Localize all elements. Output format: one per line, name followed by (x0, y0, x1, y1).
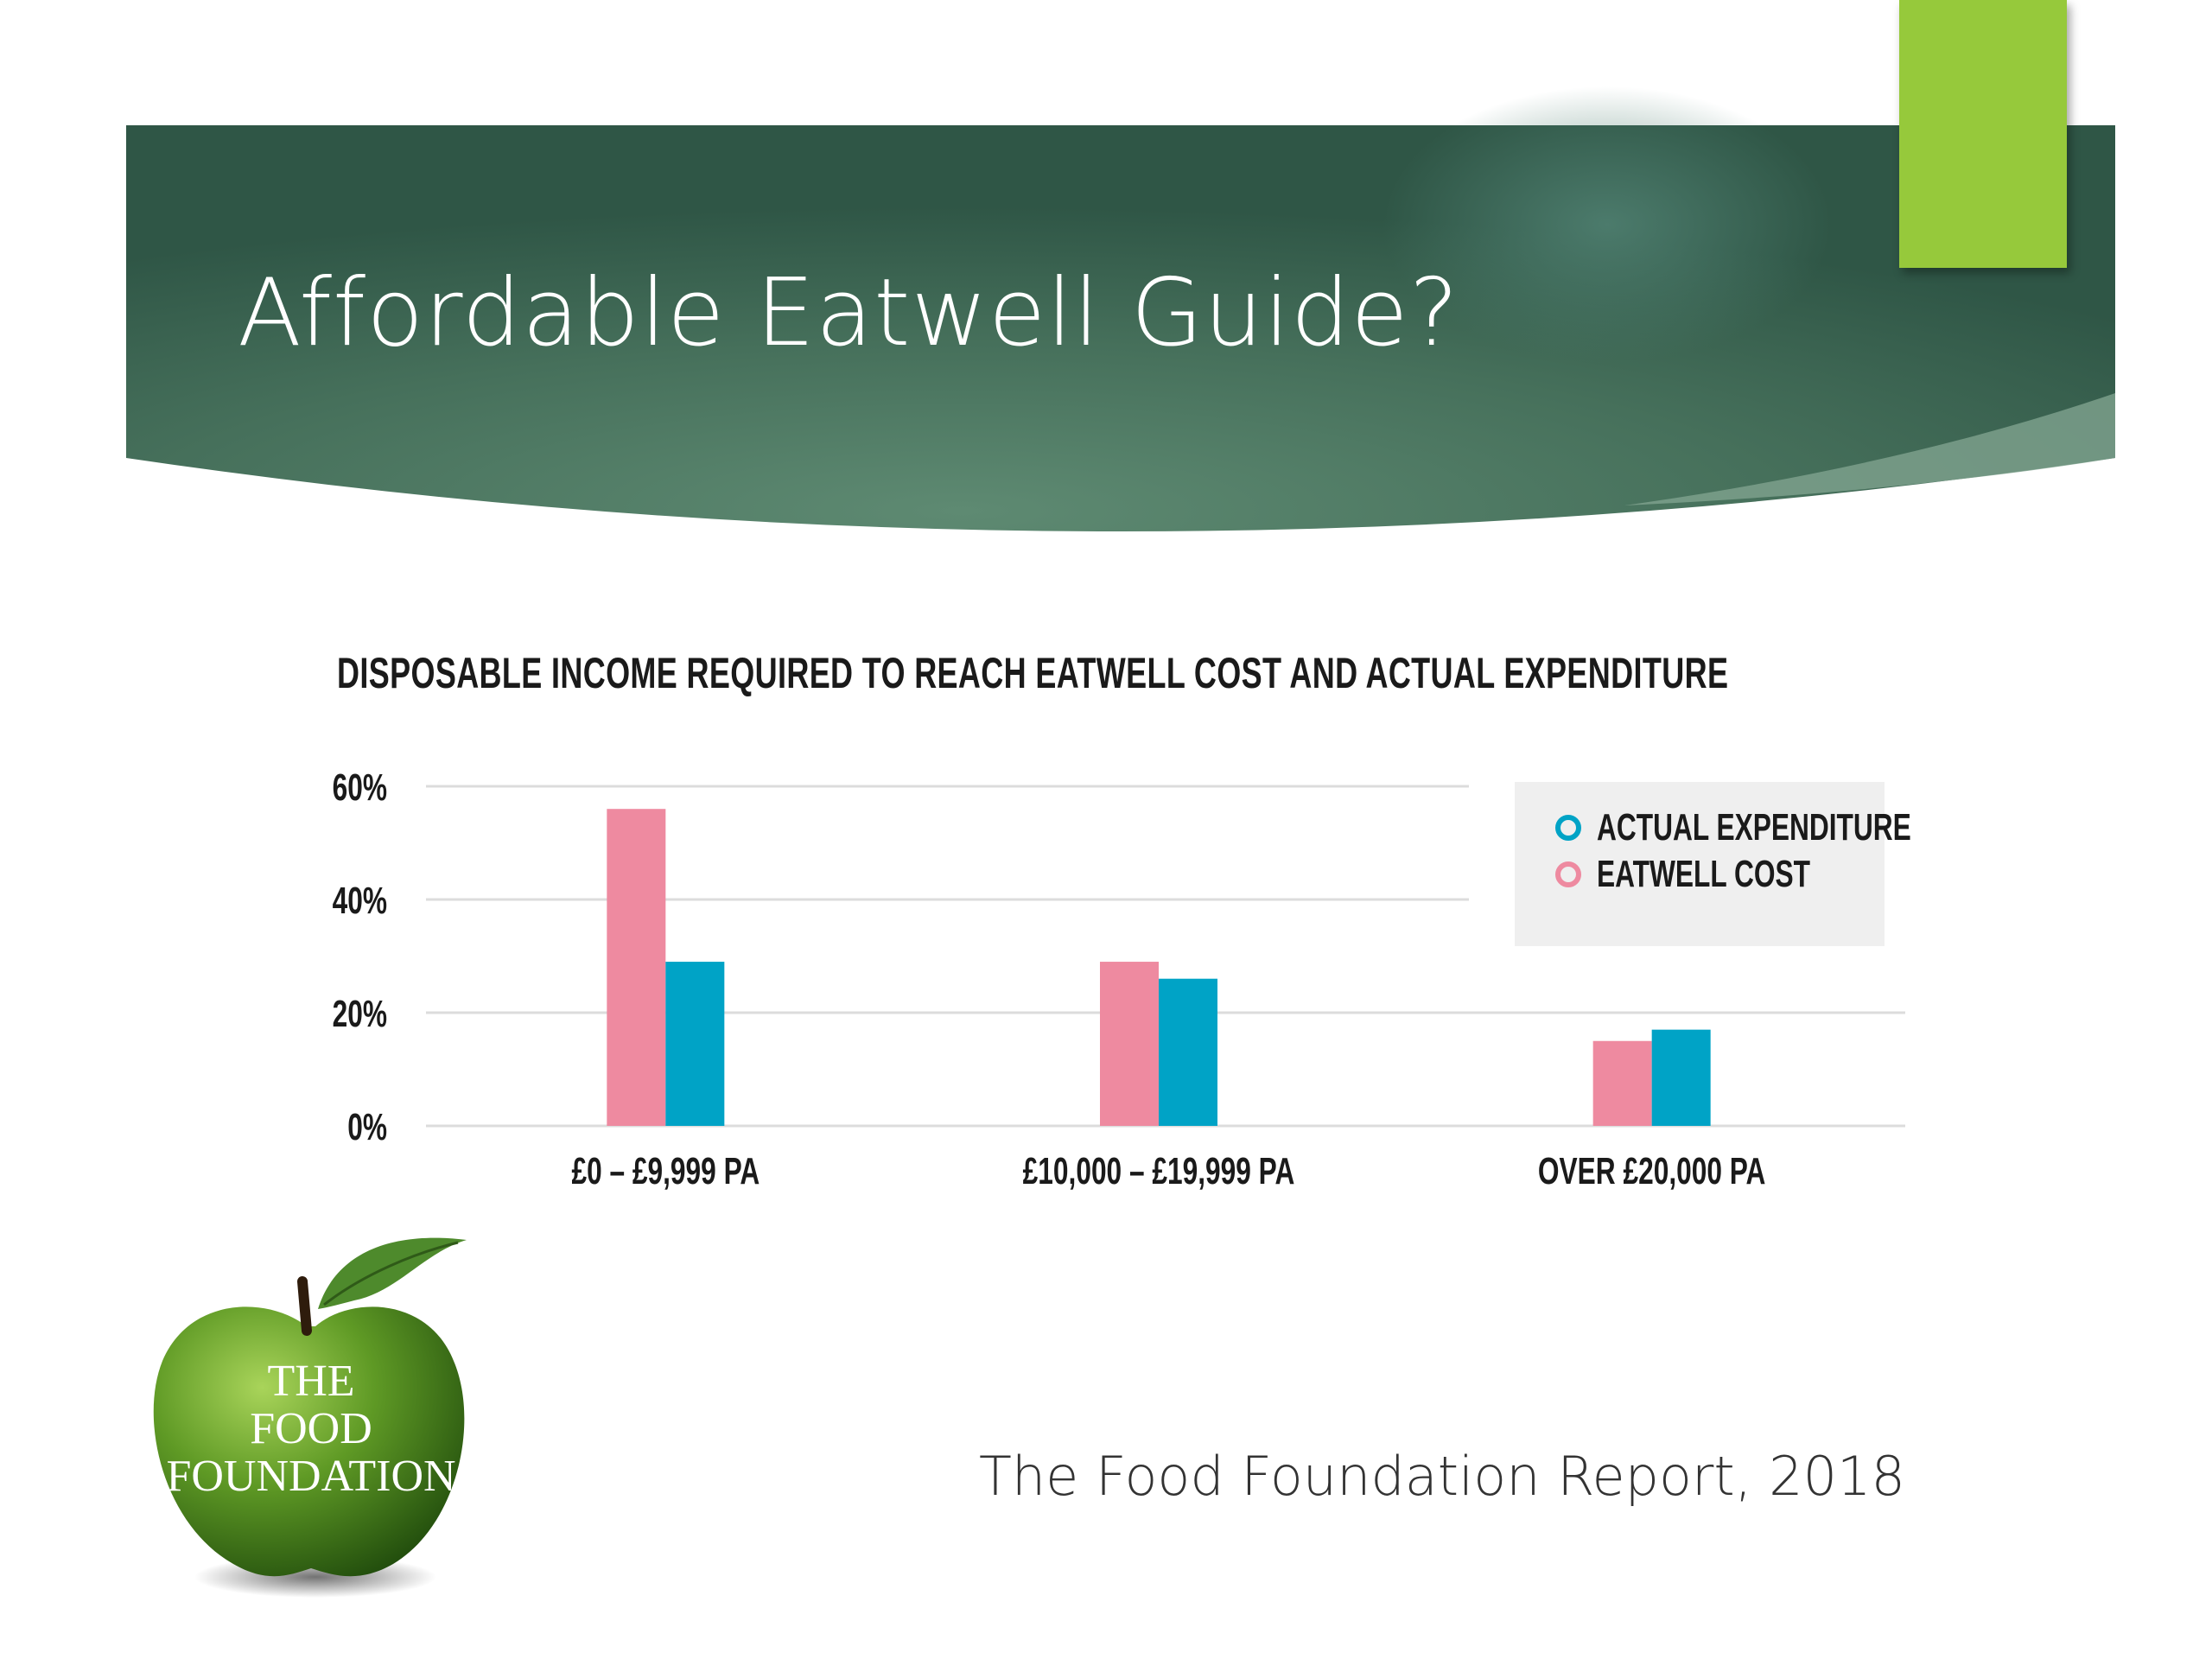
bar-actual-expenditure-2 (1159, 978, 1217, 1126)
chart-legend: ACTUAL EXPENDITURE EATWELL COST (1515, 782, 1911, 946)
y-tick-label: 40% (333, 880, 387, 922)
food-foundation-logo: THE FOOD FOUNDATION (153, 1237, 467, 1598)
y-tick-label: 0% (347, 1106, 387, 1148)
bar-eatwell-cost-3 (1592, 1040, 1652, 1126)
bar-actual-expenditure-3 (1651, 1029, 1711, 1126)
logo-text-food: FOOD (250, 1404, 372, 1453)
legend-item-eatwell-cost: EATWELL COST (1555, 853, 1893, 896)
legend-item-actual-expenditure: ACTUAL EXPENDITURE (1555, 806, 2033, 849)
source-citation: The Food Foundation Report, 2018 (979, 1445, 1905, 1508)
title-banner (126, 86, 2115, 531)
legend-label-eatwell-cost: EATWELL COST (1597, 853, 1810, 895)
slide-title: Affordable Eatwell Guide? (238, 259, 1460, 367)
x-tick-label: OVER £20,000 PA (1538, 1150, 1765, 1192)
accent-tab (1899, 0, 2067, 268)
chart-title: DISPOSABLE INCOME REQUIRED TO REACH EATW… (337, 649, 1729, 697)
y-tick-label: 20% (333, 993, 387, 1035)
x-tick-label: £10,000 – £19,999 PA (1023, 1150, 1295, 1192)
bar-actual-expenditure-1 (665, 962, 725, 1126)
legend-label-actual-expenditure: ACTUAL EXPENDITURE (1597, 806, 1911, 849)
bar-eatwell-cost-2 (1100, 962, 1159, 1126)
logo-text-the: THE (267, 1357, 354, 1406)
legend-marker-eatwell-cost (1555, 861, 1581, 887)
bar-eatwell-cost-1 (607, 809, 666, 1126)
logo-text-foundation: FOUNDATION (166, 1452, 455, 1501)
x-tick-label: £0 – £9,999 PA (571, 1150, 760, 1192)
legend-marker-actual-expenditure (1555, 815, 1581, 841)
y-tick-label: 60% (333, 766, 387, 809)
